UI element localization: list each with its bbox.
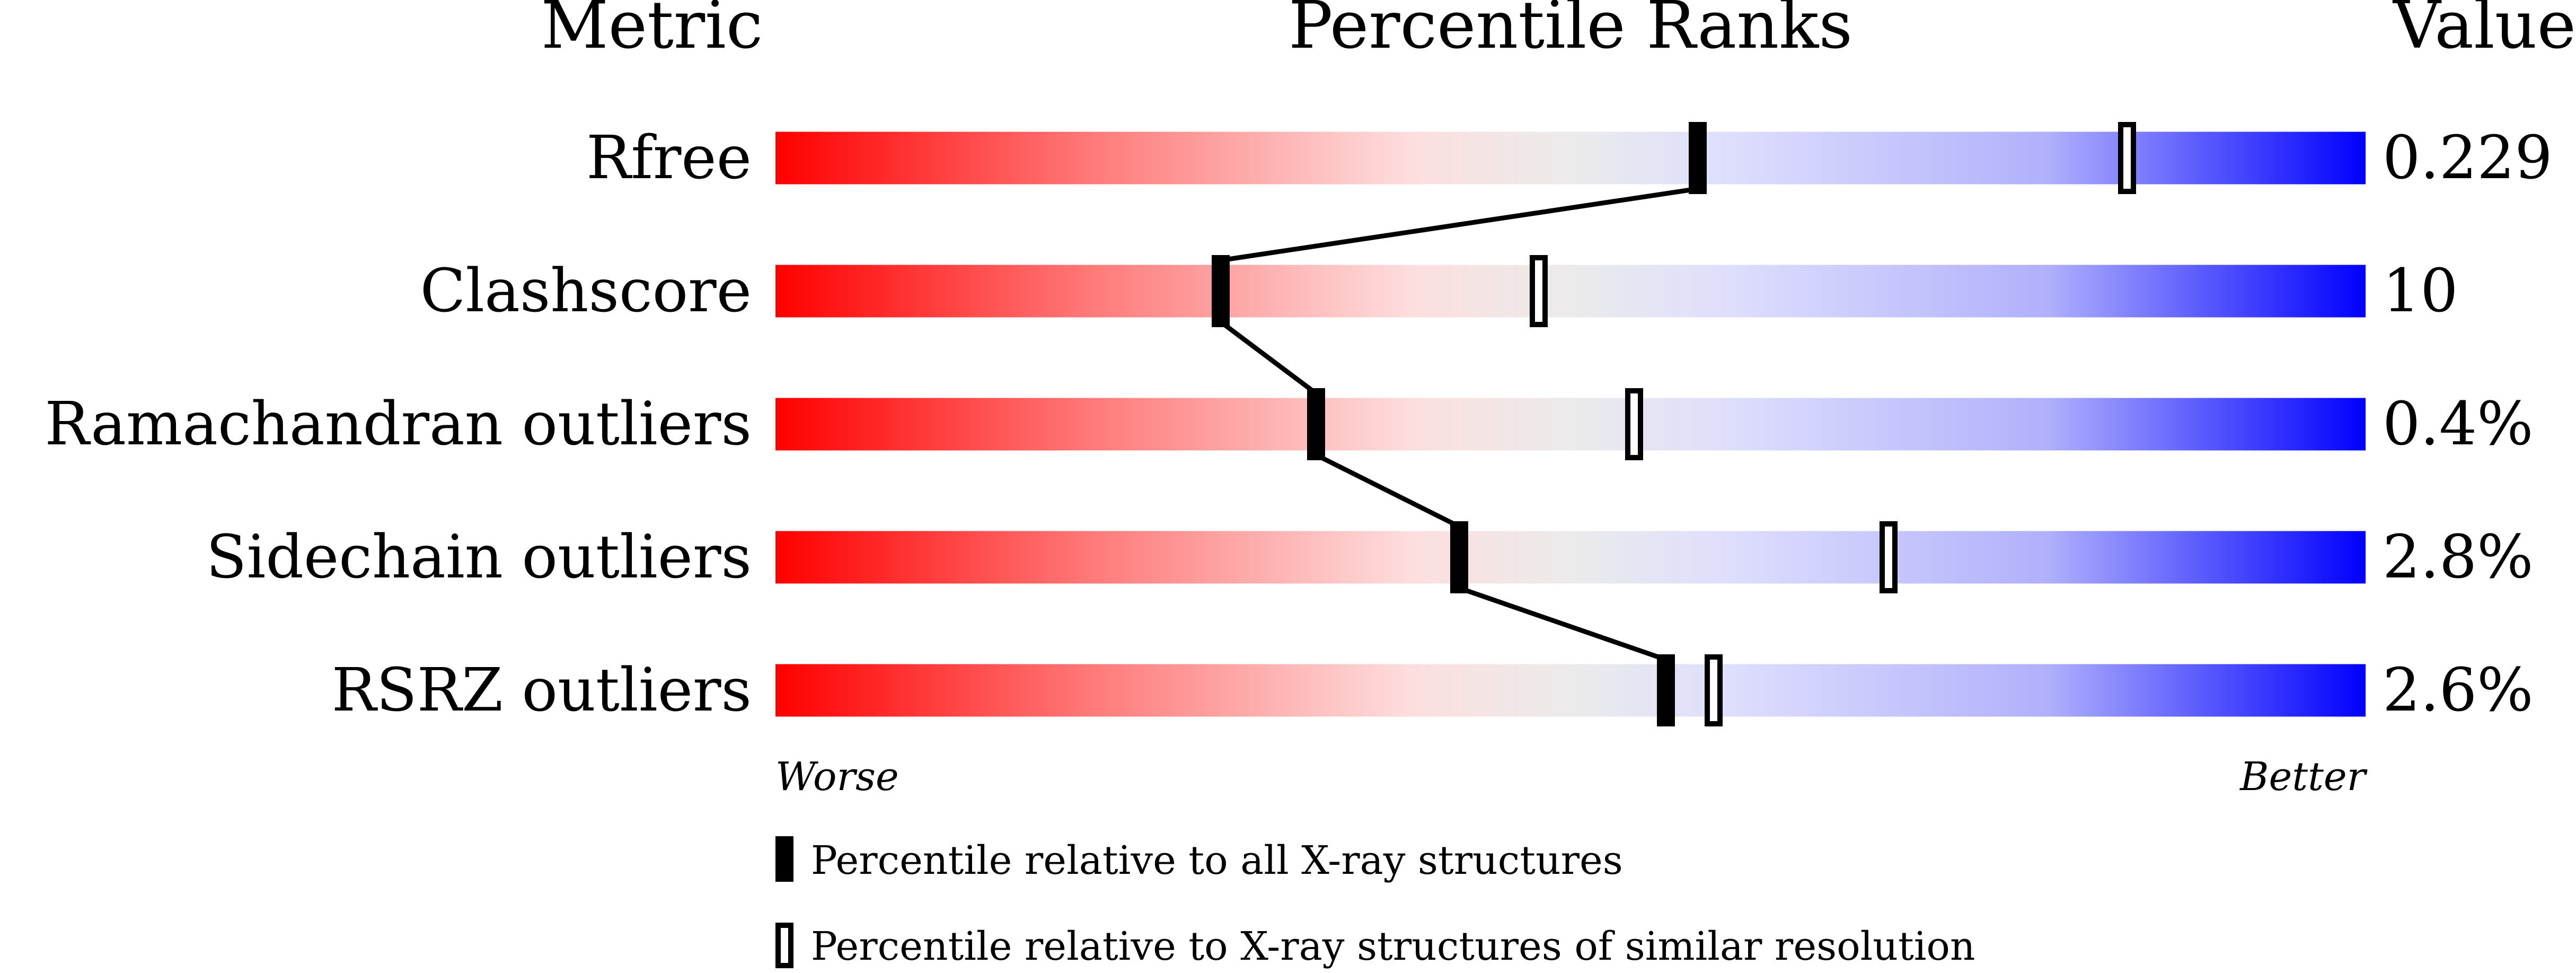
metric-label: Sidechain outliers <box>206 523 752 592</box>
all-percentile-marker <box>1212 255 1230 327</box>
all-percentile-marker <box>1657 654 1675 726</box>
similar-percentile-marker <box>1530 255 1548 327</box>
legend-all: Percentile relative to all X-ray structu… <box>811 838 1623 883</box>
similar-percentile-marker <box>2118 122 2136 194</box>
worse-label: Worse <box>775 754 899 800</box>
metric-value: 0.4% <box>2383 390 2534 459</box>
similar-percentile-marker <box>1880 521 1898 593</box>
metric-label: Rfree <box>586 124 752 192</box>
metric-value: 10 <box>2383 257 2458 326</box>
metric-header: Metric <box>541 0 763 64</box>
metric-label: RSRZ outliers <box>332 656 752 725</box>
all-percentile-marker <box>1689 122 1707 194</box>
all-percentile-marker <box>1307 388 1325 460</box>
percentile-bar <box>775 398 2366 451</box>
all-percentile-marker <box>1450 521 1468 593</box>
metric-value: 2.6% <box>2383 656 2534 725</box>
percentile-bar <box>775 132 2366 185</box>
percentile-bar <box>775 265 2366 318</box>
metric-label: Ramachandran outliers <box>45 390 752 459</box>
metric-label: Clashscore <box>420 257 752 326</box>
percentile-bar <box>775 664 2366 717</box>
legend-solid-marker <box>775 836 793 882</box>
legend-similar: Percentile relative to X-ray structures … <box>811 924 1975 969</box>
similar-percentile-marker <box>1625 388 1643 460</box>
connector-line <box>1219 320 1318 396</box>
ranks-header: Percentile Ranks <box>1289 0 1852 64</box>
value-header: Value <box>2392 0 2576 64</box>
percentile-bar <box>775 531 2366 584</box>
connector-line <box>1315 452 1461 529</box>
legend-open-marker <box>775 923 793 968</box>
metric-value: 2.8% <box>2383 523 2534 592</box>
connector-line <box>1458 585 1667 662</box>
better-label: Better <box>2239 754 2368 800</box>
similar-percentile-marker <box>1705 654 1723 726</box>
connector-line <box>1220 186 1698 263</box>
metric-value: 0.229 <box>2383 124 2553 192</box>
